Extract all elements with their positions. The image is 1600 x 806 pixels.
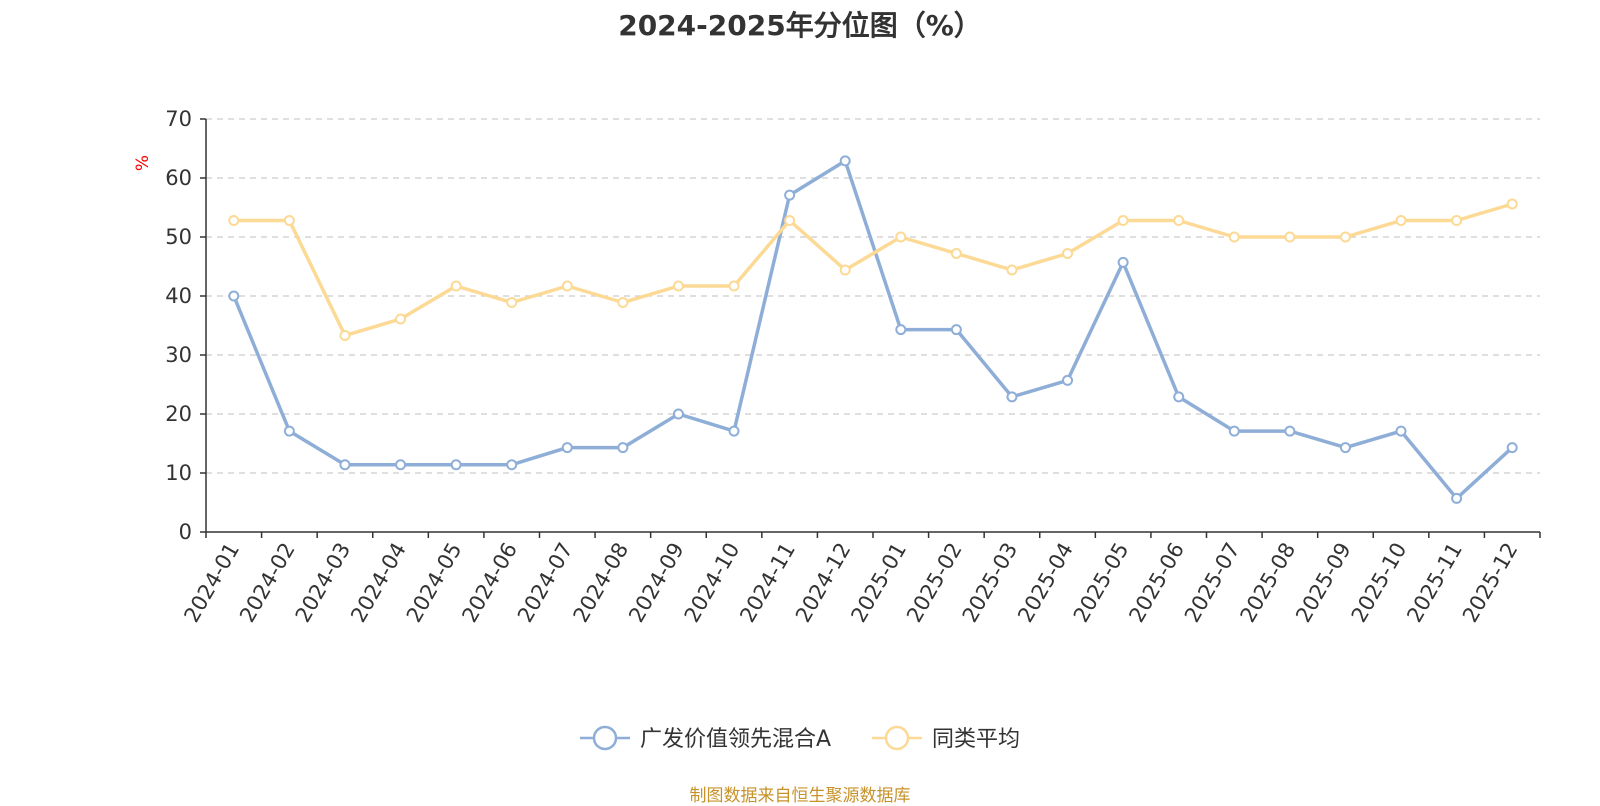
data-point (1173, 214, 1185, 226)
x-tick-label: 2025-09 (1291, 539, 1356, 627)
data-point (283, 425, 295, 437)
data-point (1062, 374, 1074, 386)
x-tick-label: 2025-05 (1069, 539, 1134, 627)
x-tick-label: 2025-11 (1402, 539, 1467, 627)
data-point (1451, 492, 1463, 504)
series-1 (228, 155, 1518, 504)
data-point (895, 231, 907, 243)
data-point (1506, 198, 1518, 210)
chart-title: 2024-2025年分位图（%） (618, 9, 982, 42)
data-point (283, 214, 295, 226)
data-point (950, 324, 962, 336)
data-point (1284, 425, 1296, 437)
data-point (395, 313, 407, 325)
data-point (450, 459, 462, 471)
data-point (1006, 391, 1018, 403)
data-point (1173, 391, 1185, 403)
data-point (1451, 214, 1463, 226)
data-point (895, 324, 907, 336)
x-tick-label: 2024-08 (569, 539, 634, 627)
data-point (1228, 231, 1240, 243)
x-tick-label: 2024-03 (291, 539, 356, 627)
y-tick-label: 0 (179, 520, 192, 544)
y-tick-label: 20 (165, 402, 192, 426)
legend-marker (884, 725, 910, 751)
data-point (1339, 442, 1351, 454)
y-tick-label: 10 (165, 461, 192, 485)
series-line (232, 159, 1514, 501)
data-point (784, 189, 796, 201)
x-tick-label: 2024-05 (402, 539, 467, 627)
data-point (1395, 214, 1407, 226)
data-point (672, 408, 684, 420)
data-point (839, 264, 851, 276)
data-point (1339, 231, 1351, 243)
legend-marker (592, 725, 618, 751)
source-note: 制图数据来自恒生聚源数据库 (689, 786, 911, 806)
x-tick-label: 2025-12 (1458, 539, 1523, 627)
data-point (228, 214, 240, 226)
data-point (395, 459, 407, 471)
y-tick-label: 60 (165, 166, 192, 190)
data-point (1117, 256, 1129, 268)
data-point (728, 425, 740, 437)
axes: 010203040506070%2024-012024-022024-03202… (133, 107, 1541, 627)
y-tick-label: 40 (165, 284, 192, 308)
data-point (506, 296, 518, 308)
x-tick-label: 2024-11 (735, 539, 800, 627)
data-point (1006, 264, 1018, 276)
data-point (728, 280, 740, 292)
grid-lines (206, 118, 1540, 474)
x-tick-label: 2024-04 (346, 539, 411, 627)
data-point (1062, 248, 1074, 260)
y-tick-label: 30 (165, 343, 192, 367)
y-tick-label: 70 (165, 107, 192, 131)
data-point (506, 459, 518, 471)
data-point (450, 280, 462, 292)
series-line (232, 202, 1514, 338)
x-tick-label: 2024-09 (624, 539, 689, 627)
data-point (617, 296, 629, 308)
legend-item-2[interactable]: 同类平均 (872, 725, 1020, 752)
data-point (672, 280, 684, 292)
x-tick-label: 2025-01 (846, 539, 911, 627)
y-axis-label: % (133, 155, 153, 171)
data-point (561, 442, 573, 454)
x-tick-label: 2025-02 (902, 539, 967, 627)
legend-label: 广发价值领先混合A (640, 727, 831, 752)
x-tick-label: 2024-10 (680, 539, 745, 627)
x-tick-label: 2025-10 (1347, 539, 1412, 627)
x-tick-label: 2024-02 (235, 539, 300, 627)
x-tick-label: 2024-12 (791, 539, 856, 627)
data-point (617, 442, 629, 454)
data-point (1395, 425, 1407, 437)
data-point (784, 214, 796, 226)
x-tick-label: 2024-01 (179, 539, 244, 627)
x-tick-label: 2024-06 (457, 539, 522, 627)
data-point (839, 155, 851, 167)
legend-label: 同类平均 (932, 727, 1020, 752)
data-point (228, 290, 240, 302)
y-tick-label: 50 (165, 225, 192, 249)
data-point (561, 280, 573, 292)
series-2 (228, 198, 1518, 342)
data-point (1117, 214, 1129, 226)
x-tick-label: 2025-08 (1236, 539, 1301, 627)
data-point (1506, 442, 1518, 454)
legend-item-1[interactable]: 广发价值领先混合A (580, 725, 831, 752)
data-point (950, 248, 962, 260)
x-tick-label: 2024-07 (513, 539, 578, 627)
data-point (339, 459, 351, 471)
x-tick-label: 2025-03 (958, 539, 1023, 627)
x-tick-label: 2025-06 (1124, 539, 1189, 627)
data-point (1228, 425, 1240, 437)
legend[interactable]: 广发价值领先混合A 同类平均 (580, 725, 1020, 752)
data-point (339, 330, 351, 342)
x-tick-label: 2025-04 (1013, 539, 1078, 627)
x-tick-label: 2025-07 (1180, 539, 1245, 627)
series-lines (228, 155, 1518, 504)
data-point (1284, 231, 1296, 243)
